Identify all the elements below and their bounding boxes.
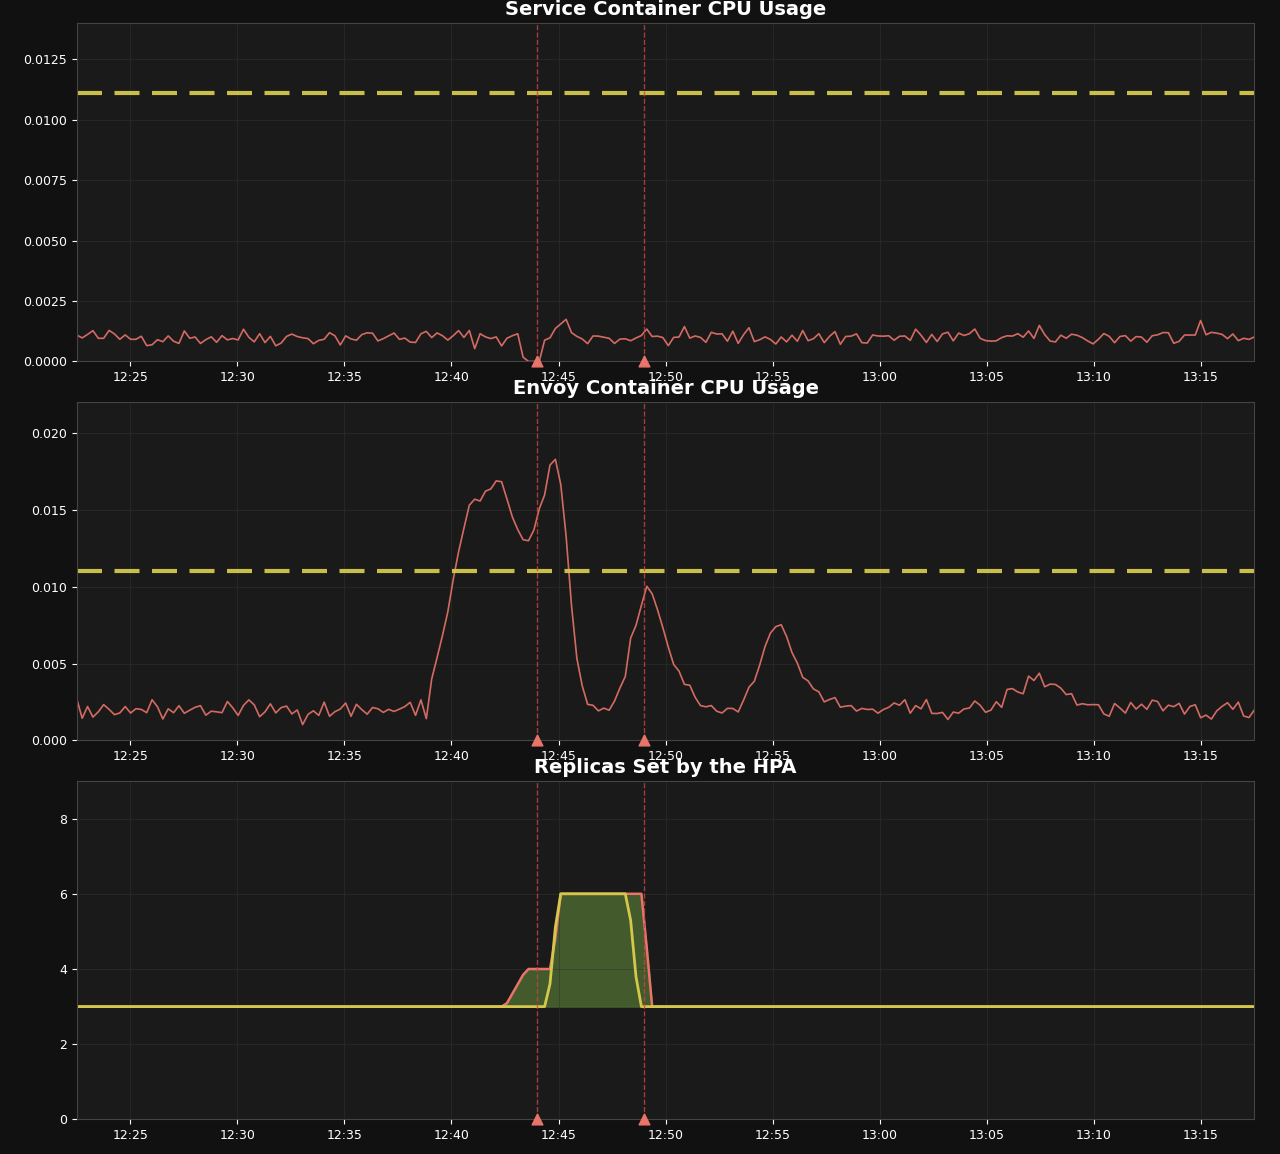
Title: Replicas Set by the HPA: Replicas Set by the HPA — [534, 758, 797, 777]
Point — [527, 732, 548, 750]
Legend: Upper, Target, Request, Avg Usage, Lower: Upper, Target, Request, Avg Usage, Lower — [82, 811, 541, 830]
Point — [634, 732, 654, 750]
Point — [634, 1110, 654, 1129]
Point — [527, 352, 548, 370]
Legend: Upper, Target, Request, Avg Usage, Lower: Upper, Target, Request, Avg Usage, Lower — [82, 432, 541, 450]
Title: Service Container CPU Usage: Service Container CPU Usage — [506, 0, 826, 18]
Point — [527, 1110, 548, 1129]
Point — [634, 352, 654, 370]
Title: Envoy Container CPU Usage: Envoy Container CPU Usage — [512, 379, 819, 398]
